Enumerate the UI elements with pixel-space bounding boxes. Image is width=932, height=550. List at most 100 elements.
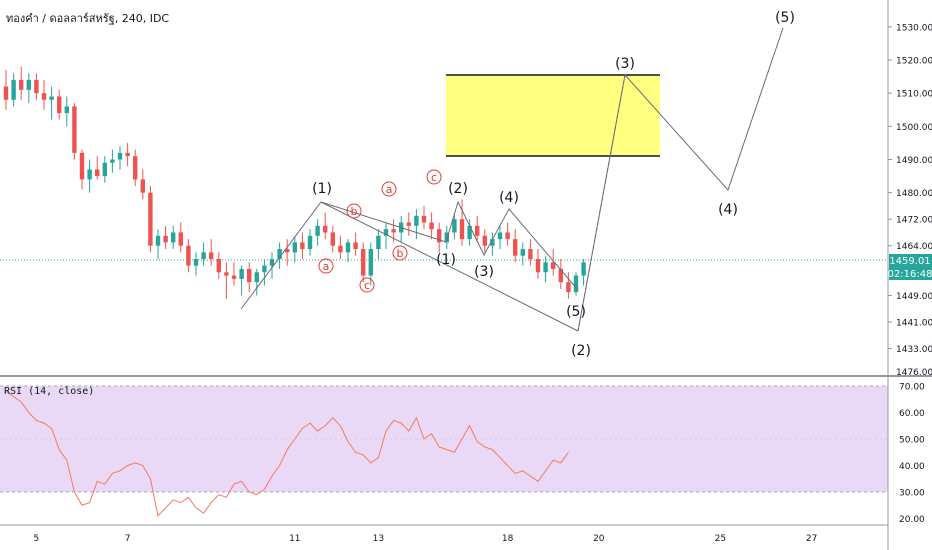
candle-body <box>429 222 434 230</box>
candle-body <box>452 219 457 233</box>
price-badge <box>889 254 932 267</box>
candle-body <box>437 229 442 243</box>
circle-label: a <box>323 260 330 273</box>
candle-body <box>292 242 297 253</box>
candle-body <box>224 272 229 276</box>
candle-body <box>133 156 138 180</box>
candle-body <box>34 79 39 94</box>
wave-channel-line <box>320 201 579 332</box>
candle-body <box>581 262 586 276</box>
circle-marker <box>318 258 334 274</box>
projection-dash <box>577 74 626 332</box>
wave-label: (1) <box>436 252 456 268</box>
x-tick-label: 11 <box>289 534 300 544</box>
candle-body <box>277 249 282 259</box>
wave-projection-path <box>577 27 784 332</box>
circle-marker <box>346 203 362 219</box>
circle-marker <box>392 245 408 261</box>
candle-body <box>209 252 214 259</box>
candle-body <box>148 192 153 246</box>
candle-body <box>558 268 563 283</box>
candle-body <box>528 249 533 259</box>
candle-body <box>262 265 267 273</box>
time-axis: 57111318202527ธ.ค.49 <box>34 534 818 544</box>
candle-body <box>171 232 176 243</box>
candle-body <box>307 235 313 250</box>
candle-body <box>87 169 92 180</box>
candle-body <box>254 272 259 283</box>
candle-body <box>444 232 449 243</box>
wave-label: (2) <box>448 181 468 197</box>
candle-body <box>391 229 396 233</box>
circle-label: c <box>364 279 370 292</box>
candle-body <box>72 106 77 153</box>
x-tick-label: 5 <box>34 534 40 544</box>
x-tick-label: 25 <box>715 534 726 544</box>
rsi-axis-label: 60.00 <box>899 409 925 419</box>
y-tick-label: 1464.00 <box>896 242 932 252</box>
circle-label: c <box>431 171 437 184</box>
y-tick-label: 1441.00 <box>896 319 932 329</box>
y-tick-label: 1480.00 <box>896 189 932 199</box>
candle-body <box>566 282 571 293</box>
timer-badge-value: 02:16:48 <box>888 269 932 280</box>
rsi-title: RSI (14, close) <box>4 386 95 397</box>
rsi-axis-label: 40.00 <box>899 462 925 472</box>
wave-label: (1) <box>312 181 332 197</box>
candle-body <box>467 225 472 240</box>
circle-label: b <box>397 247 404 260</box>
candle-body <box>186 245 191 266</box>
candle-body <box>513 239 518 256</box>
candle-body <box>49 96 54 100</box>
candle-body <box>216 258 221 273</box>
target-box <box>446 75 660 156</box>
candle-body <box>497 232 503 240</box>
candle-body <box>368 249 373 276</box>
candle-body <box>102 162 107 177</box>
candle-body <box>330 232 335 246</box>
candle-body <box>338 245 343 253</box>
rsi-axis-label: 30.00 <box>899 489 925 499</box>
candle-body <box>505 232 510 240</box>
candle-body <box>573 275 579 293</box>
chart-title: ทองคำ / ดอลลาร์สหรัฐ, 240, IDC <box>6 12 170 25</box>
candle-body <box>155 235 161 246</box>
candle-body <box>117 152 123 160</box>
candle-body <box>193 258 199 266</box>
price-badge-value: 1459.01 <box>889 256 930 267</box>
candle-body <box>95 169 100 177</box>
candle-body <box>231 275 237 279</box>
y-tick-label: 1530.00 <box>896 23 932 33</box>
x-tick-label: 18 <box>502 534 514 544</box>
x-tick-label: 7 <box>125 534 131 544</box>
candle-body <box>269 258 275 266</box>
candle-body <box>459 219 465 240</box>
candle-body <box>551 262 556 269</box>
candle-body <box>482 235 487 246</box>
candle-body <box>57 96 62 114</box>
candle-body <box>406 222 411 226</box>
x-tick-label: 13 <box>373 534 384 544</box>
candle-body <box>376 235 381 250</box>
wave-label: (4) <box>718 202 738 218</box>
candle-body <box>490 239 495 246</box>
y-tick-label: 1520.00 <box>896 57 932 67</box>
y-tick-label: 1433.00 <box>896 345 932 355</box>
wave-label: (4) <box>499 190 519 206</box>
candle-body <box>201 252 206 259</box>
x-tick-label: 20 <box>593 534 605 544</box>
wave-label: (5) <box>775 10 795 26</box>
wave-label: (5) <box>566 304 586 320</box>
candle-body <box>421 215 427 223</box>
circle-label: b <box>351 205 358 218</box>
candle-body <box>41 93 47 100</box>
candle-body <box>247 268 252 283</box>
circle-label: a <box>386 183 393 196</box>
rsi-axis-label: 20.00 <box>899 515 925 525</box>
wave-label: (3) <box>615 56 635 72</box>
candle-body <box>475 225 480 236</box>
candle-body <box>64 106 69 114</box>
y-tick-label: 1500.00 <box>896 123 932 133</box>
candle-body <box>543 262 548 273</box>
candle-body <box>125 152 130 157</box>
